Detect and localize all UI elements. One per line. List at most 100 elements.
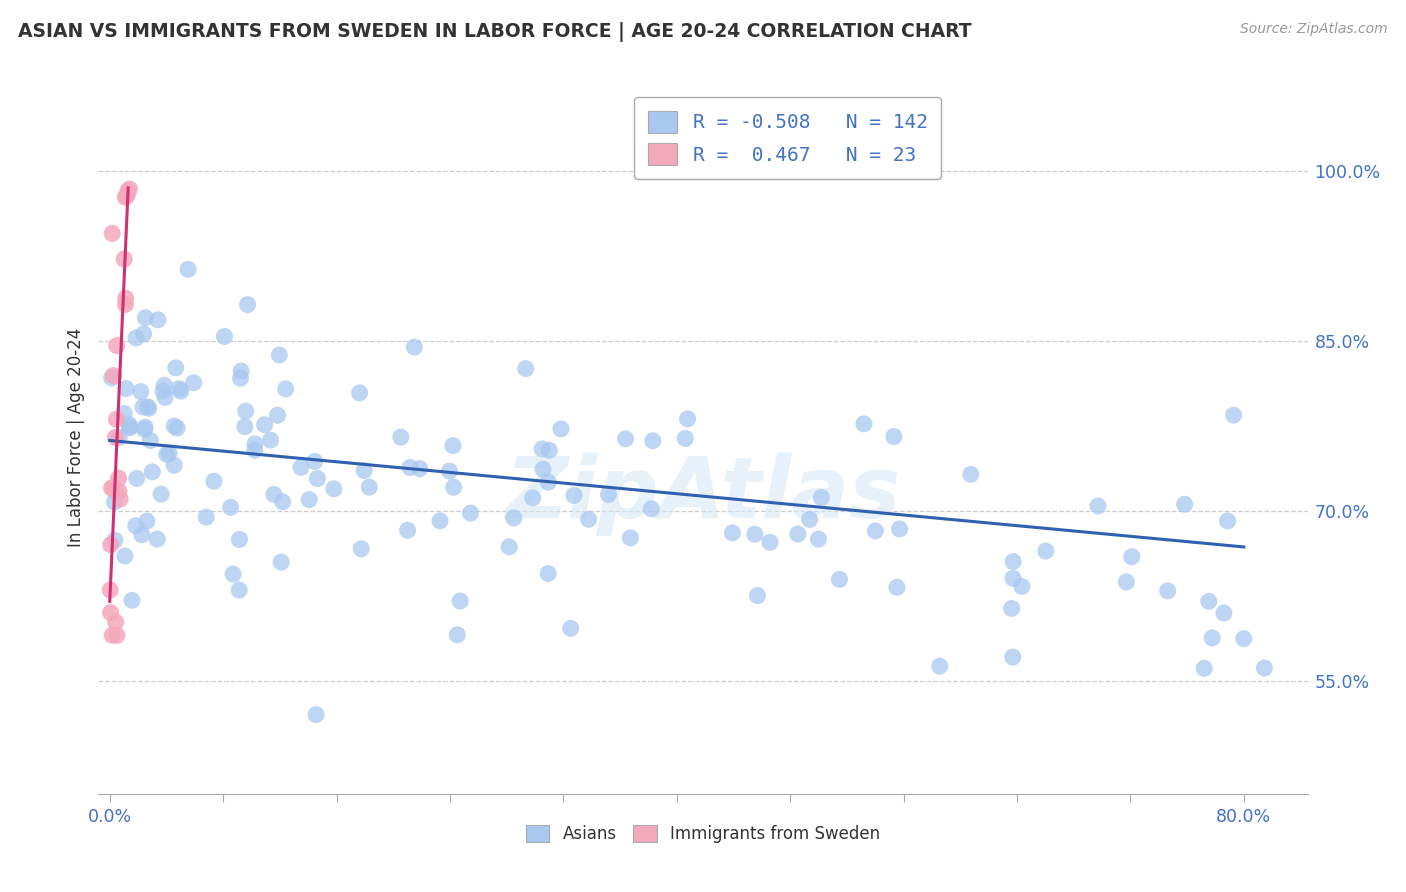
Point — [449, 594, 471, 608]
Point — [166, 421, 188, 435]
Point — [886, 580, 908, 594]
Point — [100, 606, 122, 620]
Point — [105, 338, 128, 352]
Point — [229, 364, 252, 378]
Point — [441, 439, 464, 453]
Point — [118, 417, 141, 432]
Point — [1201, 631, 1223, 645]
Point — [598, 487, 620, 501]
Point — [100, 371, 122, 385]
Point — [104, 430, 127, 444]
Point — [163, 458, 186, 473]
Point — [134, 422, 156, 436]
Point — [305, 707, 328, 722]
Point — [108, 430, 131, 444]
Point — [101, 628, 124, 642]
Point — [114, 291, 136, 305]
Point — [132, 326, 155, 341]
Point — [429, 514, 451, 528]
Point — [799, 512, 821, 526]
Point — [1156, 583, 1178, 598]
Point — [183, 376, 205, 390]
Point — [883, 429, 905, 443]
Point — [243, 437, 266, 451]
Point — [229, 371, 252, 385]
Point — [269, 348, 291, 362]
Point — [138, 401, 160, 416]
Point — [150, 487, 173, 501]
Point — [560, 621, 582, 635]
Point — [959, 467, 981, 482]
Point — [266, 409, 288, 423]
Point — [852, 417, 875, 431]
Text: Source: ZipAtlas.com: Source: ZipAtlas.com — [1240, 22, 1388, 37]
Point — [350, 541, 373, 556]
Point — [810, 491, 832, 505]
Point — [235, 404, 257, 418]
Point — [1001, 571, 1024, 585]
Point — [537, 566, 560, 581]
Point — [304, 454, 326, 468]
Point — [759, 535, 782, 549]
Point — [115, 189, 138, 203]
Point — [103, 495, 125, 509]
Point — [115, 382, 138, 396]
Point — [129, 384, 152, 399]
Point — [117, 184, 139, 198]
Point — [1174, 497, 1197, 511]
Point — [135, 514, 157, 528]
Point — [439, 464, 461, 478]
Point — [747, 589, 769, 603]
Point — [502, 511, 524, 525]
Point — [214, 329, 236, 343]
Point — [1253, 661, 1275, 675]
Point — [153, 391, 176, 405]
Point — [243, 443, 266, 458]
Point — [443, 480, 465, 494]
Point — [134, 420, 156, 434]
Point — [195, 510, 218, 524]
Point — [132, 400, 155, 414]
Point — [1192, 661, 1215, 675]
Point — [167, 382, 190, 396]
Point — [578, 512, 600, 526]
Point — [219, 500, 242, 515]
Point — [222, 567, 245, 582]
Point — [389, 430, 412, 444]
Point — [165, 360, 187, 375]
Point — [537, 475, 560, 490]
Point — [786, 527, 808, 541]
Point — [865, 524, 887, 538]
Point — [1115, 574, 1137, 589]
Point — [259, 433, 281, 447]
Point — [157, 446, 180, 460]
Point — [177, 262, 200, 277]
Point — [101, 227, 124, 241]
Point — [353, 464, 375, 478]
Point — [125, 471, 148, 485]
Point — [108, 484, 131, 499]
Point — [112, 252, 135, 266]
Point — [136, 400, 159, 414]
Point — [104, 533, 127, 548]
Point — [107, 471, 129, 485]
Point — [538, 443, 561, 458]
Point — [1011, 579, 1033, 593]
Point — [263, 487, 285, 501]
Point — [889, 522, 911, 536]
Point — [156, 448, 179, 462]
Y-axis label: In Labor Force | Age 20-24: In Labor Force | Age 20-24 — [66, 327, 84, 547]
Point — [396, 523, 419, 537]
Point — [928, 659, 950, 673]
Point — [152, 384, 174, 399]
Point — [125, 331, 148, 345]
Point — [641, 434, 664, 448]
Point — [228, 582, 250, 597]
Point — [105, 412, 128, 426]
Point — [125, 518, 148, 533]
Point — [236, 298, 259, 312]
Point — [100, 481, 122, 495]
Point — [522, 491, 544, 505]
Point — [146, 313, 169, 327]
Point — [118, 420, 141, 434]
